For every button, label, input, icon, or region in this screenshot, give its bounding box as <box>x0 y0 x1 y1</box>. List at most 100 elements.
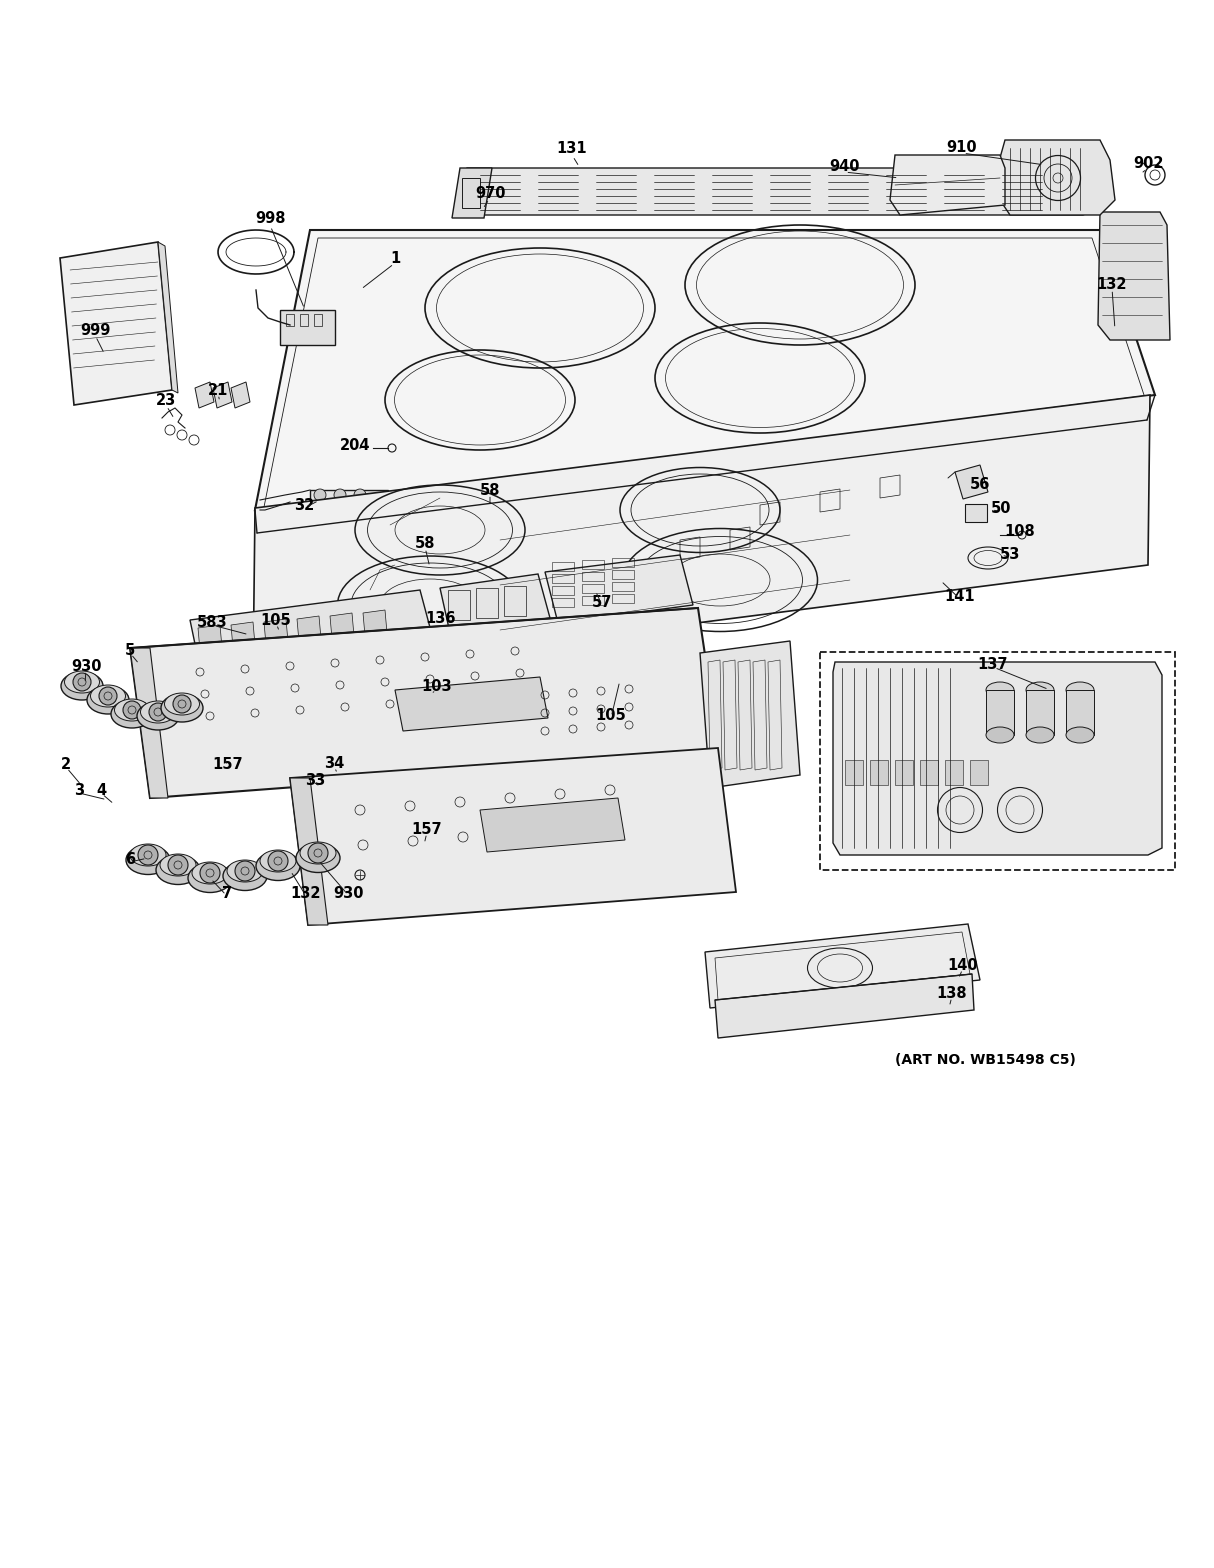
Ellipse shape <box>296 844 340 872</box>
Circle shape <box>200 862 220 883</box>
Polygon shape <box>715 974 974 1038</box>
Polygon shape <box>130 648 168 798</box>
Text: 131: 131 <box>557 141 588 155</box>
Circle shape <box>174 695 191 713</box>
Text: 902: 902 <box>1133 155 1163 171</box>
FancyBboxPatch shape <box>1026 690 1054 735</box>
FancyBboxPatch shape <box>845 760 863 786</box>
Text: 583: 583 <box>197 615 227 629</box>
Polygon shape <box>330 613 354 640</box>
Polygon shape <box>212 383 232 408</box>
Text: 57: 57 <box>591 594 612 610</box>
Ellipse shape <box>188 864 232 892</box>
Polygon shape <box>395 677 548 731</box>
Text: 999: 999 <box>80 323 110 337</box>
Text: 204: 204 <box>340 437 370 453</box>
Polygon shape <box>255 510 265 535</box>
Polygon shape <box>439 574 550 633</box>
Text: 108: 108 <box>1005 524 1036 538</box>
Text: 4: 4 <box>96 782 106 798</box>
Polygon shape <box>255 230 1155 510</box>
Ellipse shape <box>1066 682 1094 698</box>
FancyBboxPatch shape <box>986 690 1014 735</box>
FancyBboxPatch shape <box>970 760 988 786</box>
Ellipse shape <box>1026 728 1054 743</box>
Ellipse shape <box>986 728 1014 743</box>
Ellipse shape <box>130 844 166 866</box>
Polygon shape <box>700 641 800 789</box>
Text: 7: 7 <box>222 886 232 900</box>
Text: 137: 137 <box>977 657 1009 671</box>
Ellipse shape <box>87 687 129 713</box>
Ellipse shape <box>141 701 176 723</box>
Ellipse shape <box>227 859 263 883</box>
Ellipse shape <box>110 699 153 728</box>
Ellipse shape <box>300 842 336 864</box>
Polygon shape <box>191 590 432 668</box>
Polygon shape <box>263 619 288 644</box>
Text: 132: 132 <box>290 886 322 900</box>
Text: 970: 970 <box>475 185 505 201</box>
Text: 23: 23 <box>155 392 176 408</box>
FancyBboxPatch shape <box>1066 690 1094 735</box>
FancyBboxPatch shape <box>944 760 963 786</box>
Polygon shape <box>253 395 1150 681</box>
Polygon shape <box>998 140 1114 215</box>
Circle shape <box>168 855 188 875</box>
Ellipse shape <box>126 845 170 875</box>
Ellipse shape <box>91 685 125 707</box>
Ellipse shape <box>256 851 300 881</box>
Text: 32: 32 <box>294 497 314 513</box>
Text: 6: 6 <box>125 851 135 867</box>
Circle shape <box>334 489 346 502</box>
Ellipse shape <box>1066 728 1094 743</box>
Ellipse shape <box>64 671 100 693</box>
Text: 930: 930 <box>70 659 101 674</box>
Ellipse shape <box>137 702 178 731</box>
Circle shape <box>354 489 365 502</box>
Circle shape <box>73 673 91 691</box>
Text: 998: 998 <box>255 210 285 226</box>
Polygon shape <box>833 662 1162 855</box>
Text: 940: 940 <box>829 158 860 174</box>
Text: 1: 1 <box>390 251 401 265</box>
Polygon shape <box>363 610 387 637</box>
Polygon shape <box>158 241 178 394</box>
Text: 56: 56 <box>970 477 991 491</box>
Text: 136: 136 <box>426 610 456 626</box>
Ellipse shape <box>157 856 200 884</box>
Polygon shape <box>231 383 250 408</box>
Polygon shape <box>297 616 320 641</box>
Polygon shape <box>452 168 492 218</box>
Text: 105: 105 <box>261 613 291 627</box>
Text: 138: 138 <box>937 986 968 1000</box>
Polygon shape <box>290 778 328 925</box>
FancyBboxPatch shape <box>310 491 388 546</box>
FancyBboxPatch shape <box>965 503 987 522</box>
FancyBboxPatch shape <box>920 760 938 786</box>
Circle shape <box>236 861 255 881</box>
Polygon shape <box>231 622 255 648</box>
Text: 21: 21 <box>208 383 228 398</box>
FancyBboxPatch shape <box>870 760 887 786</box>
Polygon shape <box>195 383 214 408</box>
Text: 58: 58 <box>415 536 436 550</box>
Text: 132: 132 <box>1096 276 1128 292</box>
Text: 140: 140 <box>948 958 978 972</box>
Ellipse shape <box>61 673 103 699</box>
Text: 141: 141 <box>944 588 975 604</box>
Text: (ART NO. WB15498 C5): (ART NO. WB15498 C5) <box>895 1054 1076 1066</box>
Ellipse shape <box>223 861 267 891</box>
Text: 2: 2 <box>61 756 72 771</box>
Ellipse shape <box>114 699 149 721</box>
Circle shape <box>308 844 328 862</box>
Polygon shape <box>290 748 736 925</box>
Text: 3: 3 <box>74 782 84 798</box>
Polygon shape <box>705 924 980 1008</box>
Text: 930: 930 <box>334 886 364 900</box>
Polygon shape <box>130 608 720 798</box>
Text: 157: 157 <box>412 822 442 836</box>
Polygon shape <box>460 168 1095 215</box>
Circle shape <box>123 701 141 720</box>
FancyBboxPatch shape <box>280 310 335 345</box>
